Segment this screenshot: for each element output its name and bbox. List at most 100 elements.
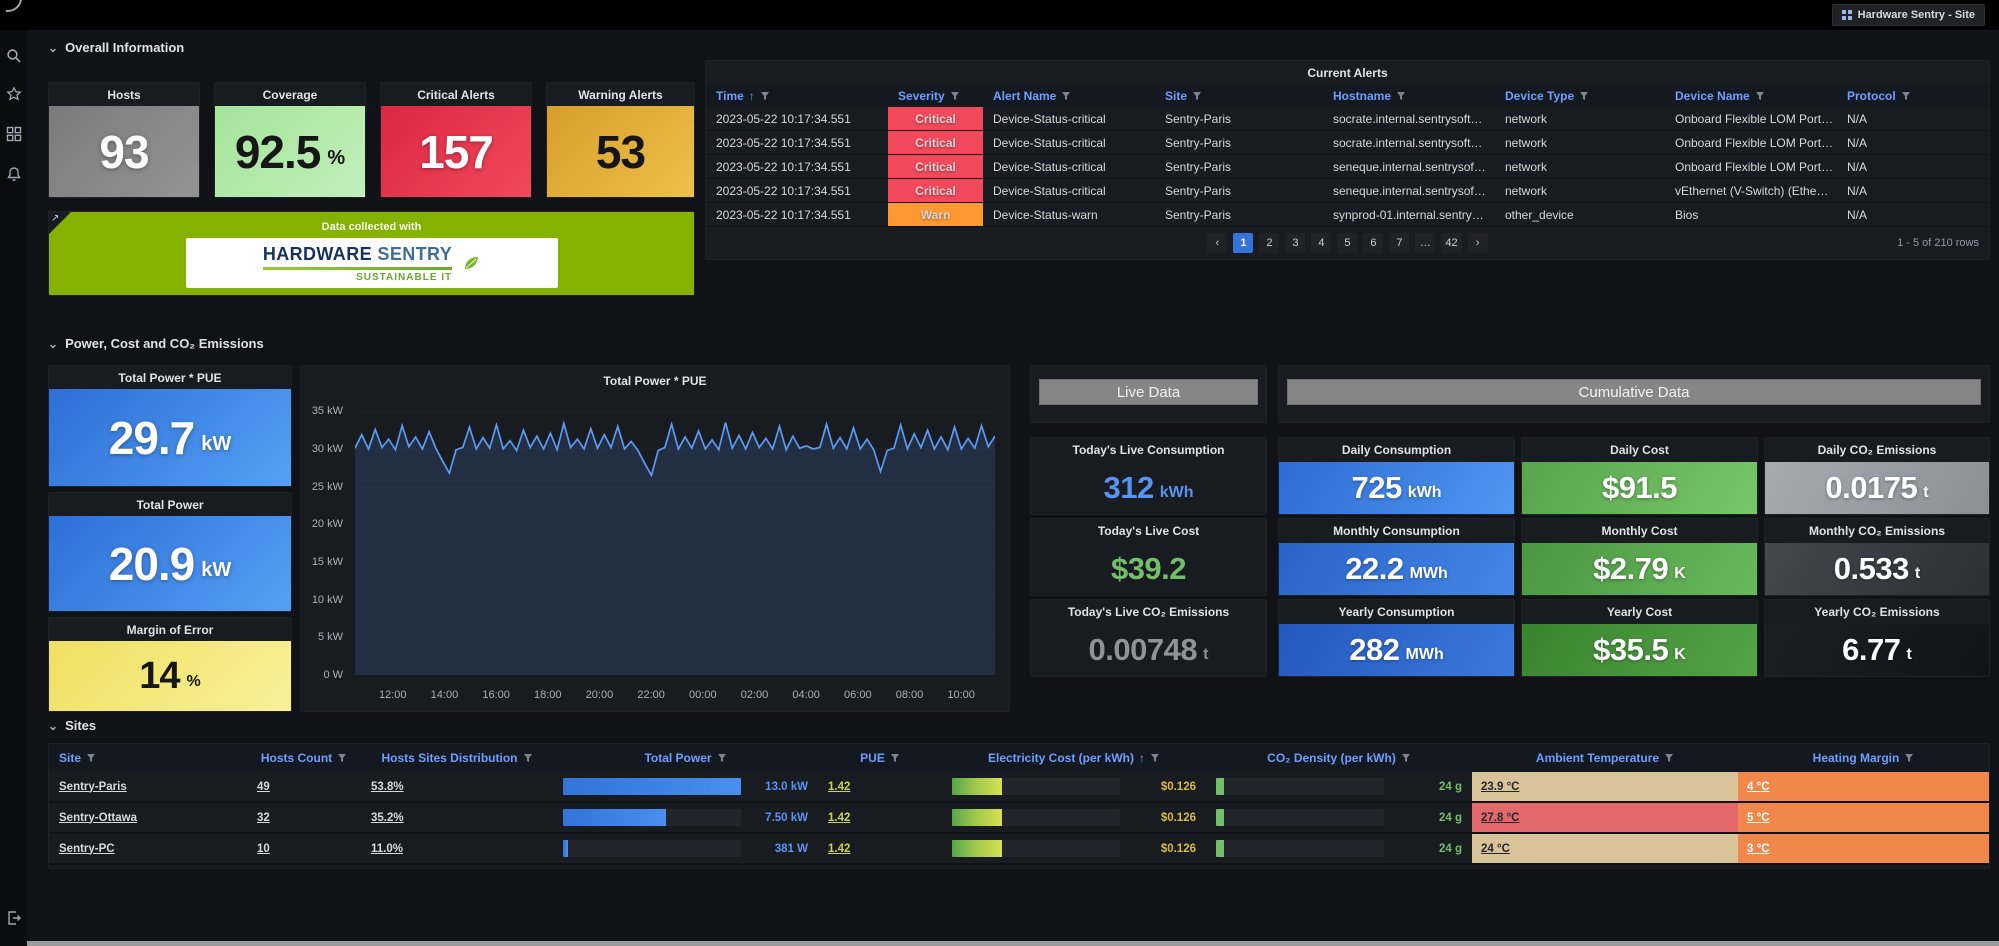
- filter-icon[interactable]: [1061, 91, 1071, 101]
- filter-icon[interactable]: [1755, 91, 1765, 101]
- pue-link[interactable]: 1.42: [828, 842, 851, 855]
- severity-badge: Critical: [888, 107, 983, 130]
- cost-bar-track: [952, 809, 1120, 826]
- pagination-page-button[interactable]: 1: [1233, 233, 1254, 253]
- alert-hostname: synprod-01.internal.sentry…: [1333, 207, 1484, 222]
- pagination-prev-button[interactable]: ‹: [1207, 233, 1228, 253]
- hosts-count-link[interactable]: 49: [257, 780, 270, 793]
- x-axis-tick: 12:00: [379, 689, 407, 701]
- site-link[interactable]: Sentry-Ottawa: [59, 811, 137, 824]
- y-axis-tick: 35 kW: [311, 405, 343, 418]
- x-axis-tick: 04:00: [792, 689, 820, 701]
- filter-icon[interactable]: [1904, 753, 1914, 763]
- power-bar-track: [563, 840, 741, 857]
- exit-icon[interactable]: [6, 910, 22, 926]
- column-header-device-name[interactable]: Device Name: [1665, 85, 1837, 107]
- heating-margin-link[interactable]: 3 °C: [1747, 842, 1770, 855]
- filter-icon[interactable]: [1579, 91, 1589, 101]
- dashboard-switcher-button[interactable]: Hardware Sentry - Site: [1832, 4, 1985, 26]
- filter-icon[interactable]: [1192, 91, 1202, 101]
- hosts-count-link[interactable]: 10: [257, 842, 270, 855]
- collapse-chevron-icon[interactable]: ⌄: [48, 336, 59, 351]
- column-header-hostname[interactable]: Hostname: [1323, 85, 1495, 107]
- left-sidebar: [0, 30, 27, 946]
- filter-icon[interactable]: [890, 753, 900, 763]
- stat-value-area: 22.2 MWh: [1279, 543, 1514, 595]
- brand-word-hardware: HARDWARE: [262, 243, 373, 264]
- site-row: Sentry-PC 10 11.0% 381 W 1.42 $0.126 24 …: [49, 834, 1989, 865]
- collapse-chevron-icon[interactable]: ⌄: [48, 718, 59, 733]
- alert-device-type: network: [1505, 183, 1548, 198]
- filter-icon[interactable]: [1401, 753, 1411, 763]
- pagination-page-button[interactable]: 2: [1259, 233, 1280, 253]
- ambient-temperature-link[interactable]: 24 °C: [1481, 842, 1510, 855]
- site-row: Sentry-Ottawa 32 35.2% 7.50 kW 1.42 $0.1…: [49, 803, 1989, 834]
- filter-icon[interactable]: [86, 753, 96, 763]
- site-link[interactable]: Sentry-PC: [59, 842, 115, 855]
- pagination-page-button[interactable]: 42: [1441, 233, 1462, 253]
- distribution-link[interactable]: 11.0%: [371, 842, 403, 855]
- star-icon[interactable]: [6, 86, 22, 102]
- column-header-alert-name[interactable]: Alert Name: [983, 85, 1155, 107]
- filter-icon[interactable]: [523, 753, 533, 763]
- pagination-page-button[interactable]: 7: [1389, 233, 1410, 253]
- site-link[interactable]: Sentry-Paris: [59, 780, 127, 793]
- filter-icon[interactable]: [950, 91, 960, 101]
- distribution-link[interactable]: 35.2%: [371, 811, 404, 824]
- pue-link[interactable]: 1.42: [828, 811, 851, 824]
- column-header-device-type[interactable]: Device Type: [1495, 85, 1665, 107]
- filter-icon[interactable]: [1396, 91, 1406, 101]
- column-header-co2-density[interactable]: CO₂ Density (per kWh): [1206, 744, 1472, 772]
- stat-value: 14: [139, 654, 180, 697]
- column-header-ambient-temperature[interactable]: Ambient Temperature: [1472, 744, 1738, 772]
- stat-value: 725: [1351, 470, 1402, 505]
- pagination-page-button[interactable]: 6: [1363, 233, 1384, 253]
- column-header-site[interactable]: Site: [1155, 85, 1323, 107]
- pagination-page-button[interactable]: 5: [1337, 233, 1358, 253]
- filter-icon[interactable]: [1150, 753, 1160, 763]
- column-header-hosts-count[interactable]: Hosts Count: [247, 744, 361, 772]
- pue-link[interactable]: 1.42: [828, 780, 851, 793]
- column-header-electricity-cost[interactable]: Electricity Cost (per kWh) ↑: [942, 744, 1206, 772]
- severity-badge: Warn: [888, 203, 983, 226]
- alerts-bell-icon[interactable]: [6, 166, 22, 182]
- cost-bar-track: [952, 778, 1120, 795]
- stat-value-area: $2.79 K: [1522, 543, 1757, 595]
- collapse-chevron-icon[interactable]: ⌄: [48, 40, 59, 55]
- electricity-cost-value: $0.126: [1160, 842, 1196, 855]
- dashboards-icon[interactable]: [6, 126, 22, 142]
- distribution-link[interactable]: 53.8%: [371, 780, 404, 793]
- column-header-site[interactable]: Site: [49, 744, 247, 772]
- column-header-heating-margin[interactable]: Heating Margin: [1738, 744, 1989, 772]
- pagination-page-button[interactable]: 4: [1311, 233, 1332, 253]
- column-header-hosts-sites-distribution[interactable]: Hosts Sites Distribution: [361, 744, 553, 772]
- power-chart-svg[interactable]: [355, 400, 995, 675]
- heating-margin-link[interactable]: 5 °C: [1747, 811, 1770, 824]
- heating-margin-link[interactable]: 4 °C: [1747, 780, 1770, 793]
- panel-link-icon[interactable]: ↗: [51, 213, 60, 224]
- pagination-page-button[interactable]: 3: [1285, 233, 1306, 253]
- column-header-pue[interactable]: PUE: [818, 744, 942, 772]
- alert-protocol: N/A: [1847, 183, 1868, 198]
- column-header-protocol[interactable]: Protocol: [1837, 85, 1989, 107]
- column-header-total-power[interactable]: Total Power: [553, 744, 818, 772]
- search-icon[interactable]: [6, 48, 22, 64]
- column-header-time[interactable]: Time ↑: [706, 85, 888, 107]
- hosts-count-link[interactable]: 32: [257, 811, 270, 824]
- ambient-temperature-link[interactable]: 27.8 °C: [1481, 811, 1520, 824]
- alert-name: Device-Status-critical: [993, 183, 1106, 198]
- alert-device-name: Onboard Flexible LOM Port…: [1675, 111, 1834, 126]
- alert-time: 2023-05-22 10:17:34.551: [716, 135, 851, 150]
- filter-icon[interactable]: [1901, 91, 1911, 101]
- stat-value: 29.7: [108, 411, 196, 464]
- power-chart-plot-area[interactable]: [355, 400, 995, 675]
- filter-icon[interactable]: [1664, 753, 1674, 763]
- y-axis-tick: 30 kW: [311, 442, 343, 455]
- column-header-severity[interactable]: Severity: [888, 85, 983, 107]
- ambient-temperature-link[interactable]: 23.9 °C: [1481, 780, 1520, 793]
- filter-icon[interactable]: [760, 91, 770, 101]
- filter-icon[interactable]: [717, 753, 727, 763]
- pagination-next-button[interactable]: ›: [1467, 233, 1488, 253]
- logo-caption: Data collected with: [321, 221, 422, 233]
- filter-icon[interactable]: [337, 753, 347, 763]
